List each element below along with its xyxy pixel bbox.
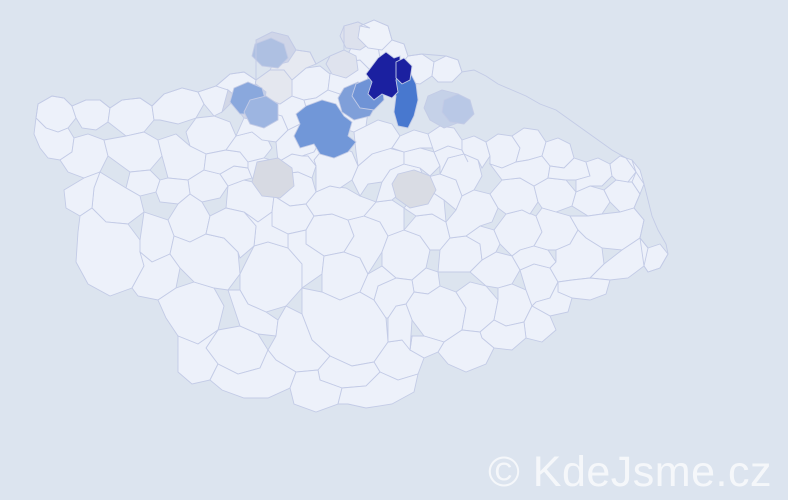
district-plzen-north[interactable]: [104, 132, 162, 172]
region-liberec-pale[interactable]: [326, 50, 358, 78]
highlight-district-layer: [222, 20, 474, 208]
district-breclav-s[interactable]: [438, 330, 494, 372]
district-orlicke-fill[interactable]: [462, 136, 490, 168]
district-trutnov-east[interactable]: [392, 130, 434, 152]
district-mid-fill-2[interactable]: [206, 208, 256, 258]
region-jilemnice[interactable]: [396, 58, 412, 84]
district-cb-se[interactable]: [228, 290, 278, 336]
region-praha[interactable]: [392, 170, 436, 208]
district-ostrava[interactable]: [572, 186, 610, 216]
region-semily[interactable]: [366, 52, 400, 100]
district-prostejov[interactable]: [466, 226, 500, 260]
region-jablonec[interactable]: [252, 38, 288, 68]
district-klatovy[interactable]: [76, 208, 144, 296]
district-opava-n[interactable]: [576, 158, 612, 192]
district-nachod-base[interactable]: [404, 148, 440, 176]
region-nachod-2[interactable]: [442, 94, 474, 124]
region-litomerice[interactable]: [270, 50, 316, 80]
district-sumperk[interactable]: [446, 190, 498, 238]
district-opava[interactable]: [534, 178, 576, 212]
district-mid-fill-5[interactable]: [360, 266, 396, 300]
region-jicin-2[interactable]: [244, 96, 278, 128]
region-mlada-boleslav[interactable]: [294, 100, 356, 158]
country-outline: [35, 19, 669, 273]
district-sokolov[interactable]: [72, 100, 110, 130]
watermark-kdejsme: © KdeJsme.cz: [488, 448, 772, 496]
region-melnik[interactable]: [252, 158, 294, 198]
district-karlovy-vary[interactable]: [108, 98, 154, 136]
district-cb-s5[interactable]: [338, 372, 418, 408]
